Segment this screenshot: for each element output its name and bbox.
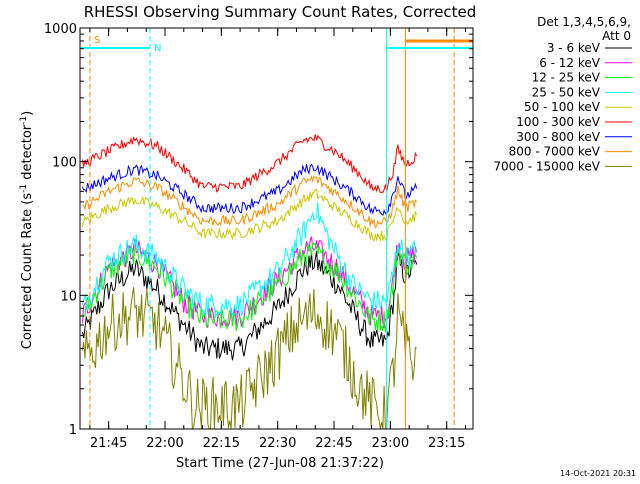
legend-label: 100 - 300 keV	[516, 115, 600, 129]
marker-label-2: N	[154, 43, 161, 54]
series-line-300-800-keV	[81, 163, 418, 216]
legend-label: 50 - 100 keV	[524, 100, 601, 114]
legend-header-line-1: Det 1,3,4,5,6,9,	[537, 15, 631, 29]
series-line-3-6-keV	[81, 251, 418, 361]
axes: 1 10 100 1000 21:45 22:00 22:15 22:30 22:45 23:00…	[44, 22, 473, 451]
plot-frame	[79, 27, 474, 430]
series-line-100-300-keV	[81, 134, 418, 194]
plot-area: SN	[80, 28, 473, 430]
chart-title: RHESSI Observing Summary Count Rates, Co…	[84, 3, 477, 21]
legend-label: 800 - 7000 keV	[509, 145, 601, 159]
y-tick-label: 10	[60, 289, 77, 304]
legend-label: 6 - 12 keV	[539, 56, 601, 70]
series-line-800-7000-keV	[82, 174, 418, 229]
y-axis-label-main: Corrected Count Rate (s	[20, 193, 35, 350]
series-line-50-100-keV	[81, 188, 418, 243]
x-tick-label: 23:15	[428, 436, 465, 451]
marker-label-1: S	[94, 35, 100, 46]
series-line-12-25-keV	[81, 240, 418, 333]
legend-label: 25 - 50 keV	[532, 85, 601, 99]
y-tick-label: 1000	[44, 22, 77, 37]
x-tick-label: 23:00	[372, 436, 409, 451]
series-line-25-50-keV	[81, 202, 418, 318]
legend-header-line-2: Att 0	[602, 29, 631, 43]
x-tick-label: 22:00	[146, 436, 183, 451]
x-tick-label: 22:15	[203, 436, 240, 451]
legend-label: 7000 - 15000 keV	[493, 159, 600, 173]
x-tick-label: 21:45	[90, 436, 127, 451]
legend-label: 300 - 800 keV	[516, 130, 600, 144]
y-axis-label: Corrected Count Rate (s-1 detector-1)	[19, 111, 35, 349]
x-tick-label: 22:45	[315, 436, 352, 451]
y-tick-label: 100	[52, 156, 77, 171]
y-axis-label-sup2: -1	[19, 116, 29, 125]
legend-label: 3 - 6 keV	[547, 41, 601, 55]
y-axis-label-mid: detector	[20, 124, 35, 184]
y-axis-label-sup1: -1	[19, 184, 29, 193]
x-axis-label: Start Time (27-Jun-08 21:37:22)	[176, 456, 384, 471]
y-tick-label: 1	[69, 423, 77, 438]
x-tick-label: 22:30	[259, 436, 296, 451]
legend-label: 12 - 25 keV	[532, 71, 601, 85]
generation-stamp: 14-Oct-2021 20:31	[560, 469, 636, 478]
y-axis-label-end: )	[20, 111, 35, 116]
series-line-7000-15000-keV	[81, 287, 417, 430]
